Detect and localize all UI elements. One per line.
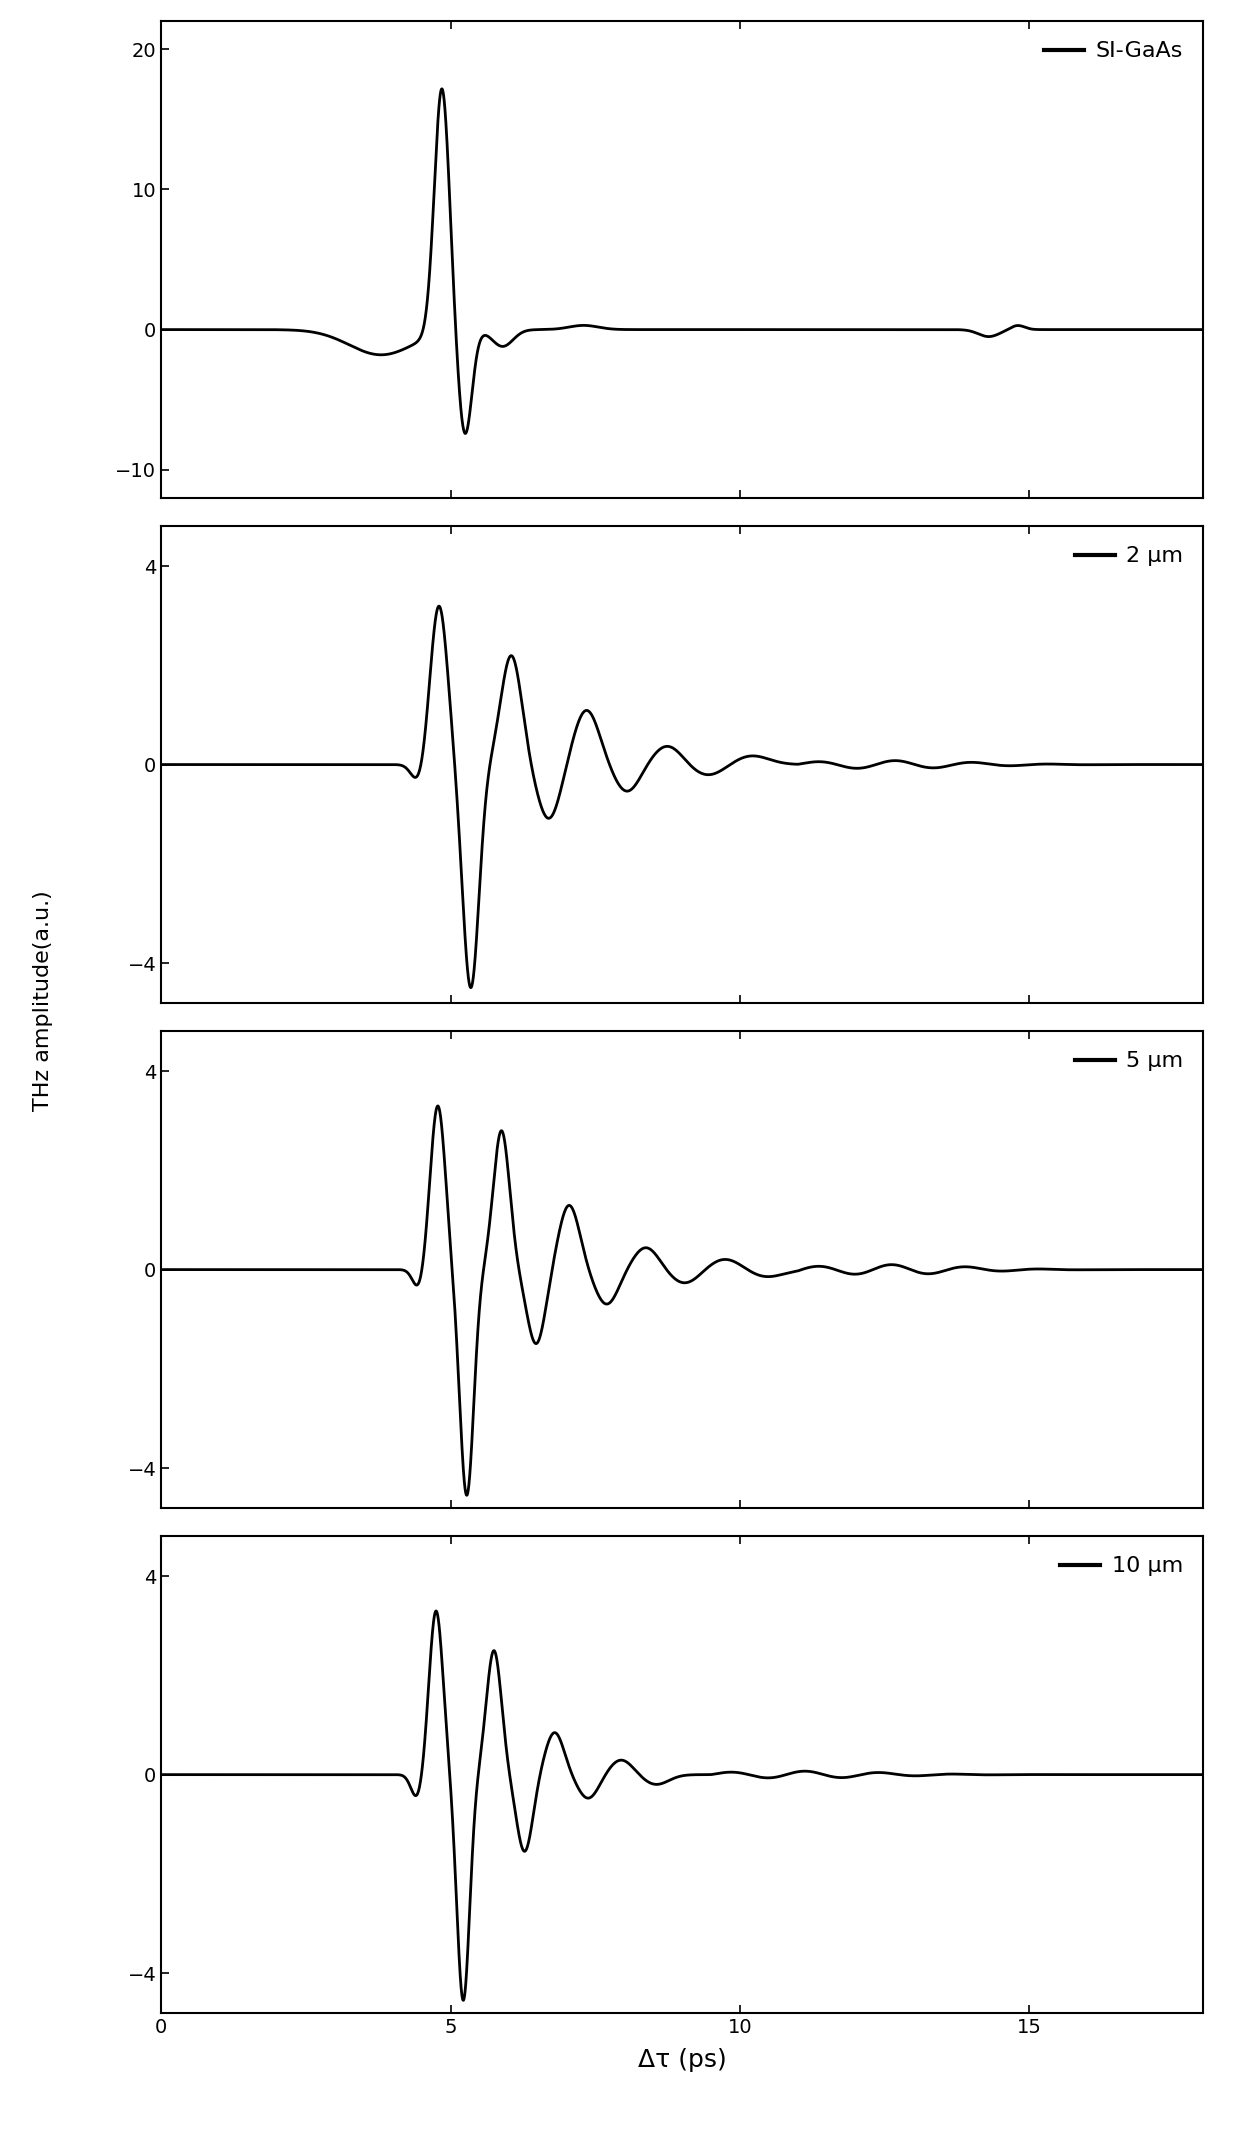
X-axis label: Δτ (ps): Δτ (ps)	[637, 2047, 727, 2072]
Legend: SI-GaAs: SI-GaAs	[1035, 32, 1192, 70]
Text: THz amplitude(a.u.): THz amplitude(a.u.)	[33, 890, 53, 1112]
Legend: 2 μm: 2 μm	[1066, 537, 1192, 575]
Legend: 10 μm: 10 μm	[1052, 1549, 1192, 1585]
Legend: 5 μm: 5 μm	[1065, 1042, 1192, 1080]
